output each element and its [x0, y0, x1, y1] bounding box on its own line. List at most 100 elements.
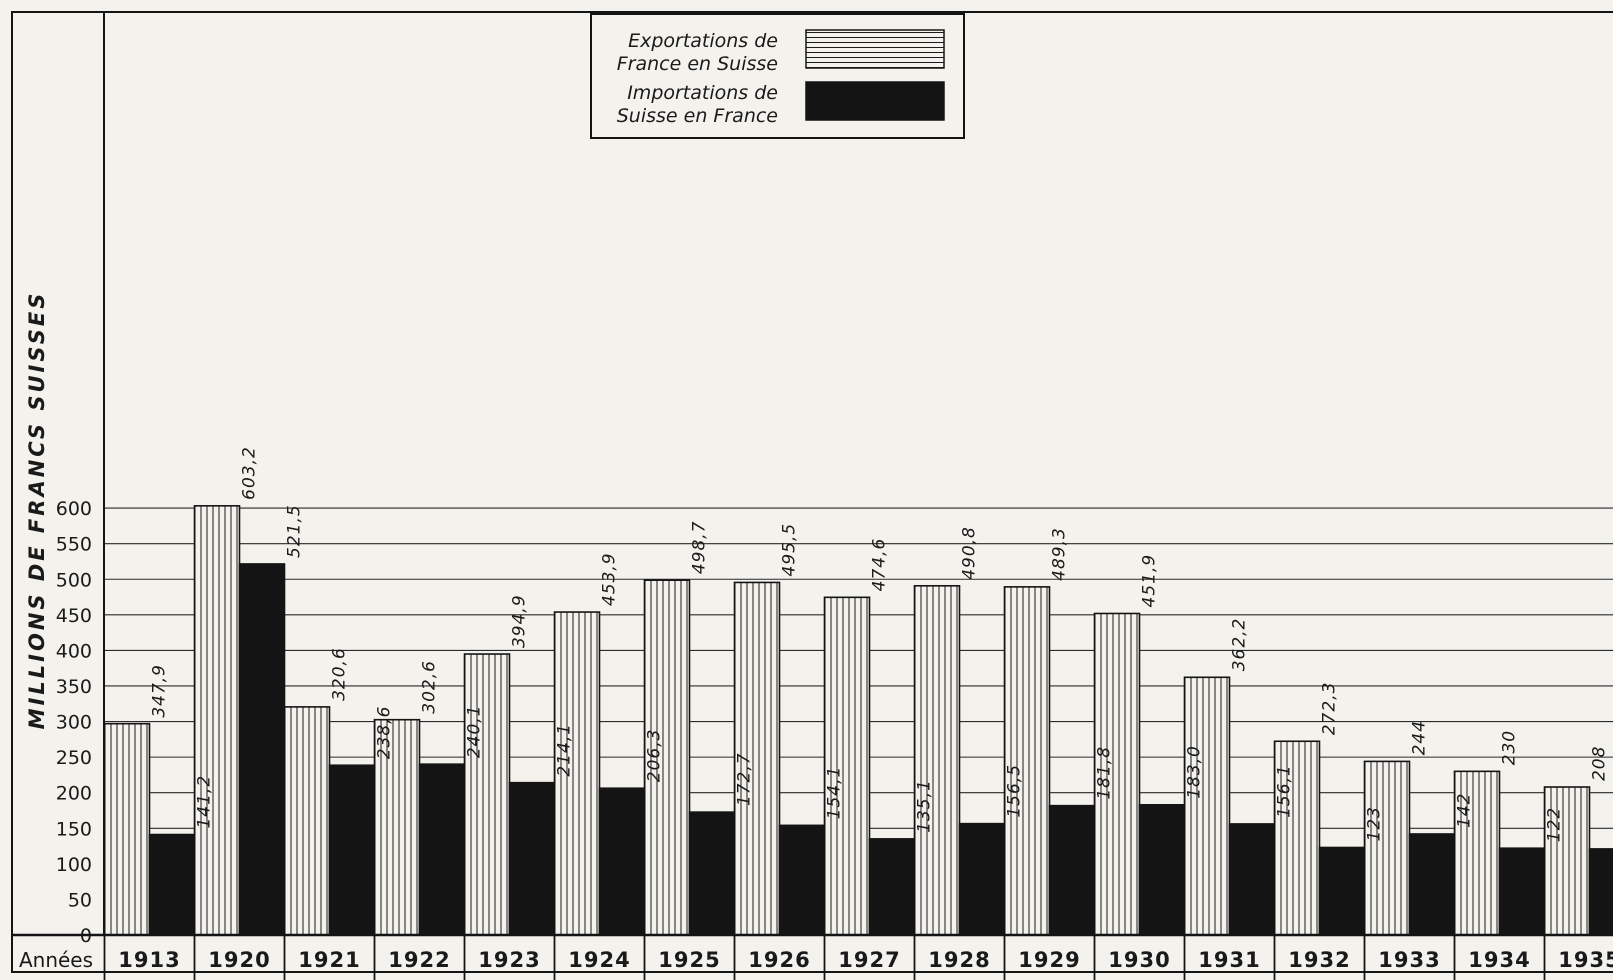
- data-label-import-1922: 240,1: [465, 704, 485, 758]
- axis-frame: [11, 11, 1613, 973]
- x-category-1927: 1927: [838, 948, 900, 972]
- x-category-1932: 1932: [1288, 948, 1350, 972]
- bar-import-1922: [418, 763, 466, 936]
- bar-import-1934: [1498, 847, 1546, 936]
- legend-import-line2: Suisse en France: [617, 105, 778, 127]
- data-label-import-1928: 156,5: [1005, 764, 1025, 818]
- data-label-export-1935: 208: [1590, 746, 1610, 781]
- bar-import-1920: [238, 563, 286, 936]
- y-tick-label: 250: [56, 747, 92, 769]
- bar-export-1931: [1183, 676, 1231, 936]
- bar-export-1935: [1543, 786, 1591, 936]
- data-label-import-1927: 135,1: [915, 779, 935, 833]
- data-label-import-1930: 183,0: [1185, 745, 1205, 799]
- legend-import-swatch: [805, 81, 945, 121]
- bar-export-1921: [283, 706, 331, 936]
- data-label-export-1925: 498,7: [690, 521, 710, 575]
- x-category-1920: 1920: [208, 948, 270, 972]
- data-label-import-1931: 156,1: [1275, 764, 1295, 818]
- data-label-export-1927: 474,6: [870, 538, 890, 592]
- bar-import-1930: [1138, 803, 1186, 936]
- y-tick-label: 600: [56, 498, 92, 520]
- bar-import-1927: [868, 838, 916, 936]
- data-label-export-1920: 603,2: [240, 446, 260, 500]
- data-label-import-1926: 154,1: [825, 766, 845, 820]
- x-category-1913: 1913: [118, 948, 180, 972]
- x-category-1934: 1934: [1468, 948, 1530, 972]
- x-category-1929: 1929: [1018, 948, 1080, 972]
- x-category-1926: 1926: [748, 948, 810, 972]
- y-axis-label: MILLIONS DE FRANCS SUISSES: [25, 291, 49, 730]
- bar-import-1929: [1048, 804, 1096, 936]
- data-label-export-1921: 320,6: [330, 647, 350, 701]
- x-category-1921: 1921: [298, 948, 360, 972]
- data-label-export-1913: 347,9: [150, 664, 170, 718]
- bar-export-1922: [373, 718, 421, 936]
- outer-border: [11, 11, 1613, 973]
- y-tick-label: 500: [56, 569, 92, 591]
- data-label-export-1924: 453,9: [600, 552, 620, 606]
- bar-import-1928: [958, 822, 1006, 936]
- bar-export-1930: [1093, 612, 1141, 936]
- x-category-1930: 1930: [1108, 948, 1170, 972]
- bar-import-1921: [328, 764, 376, 936]
- bars: [103, 505, 1613, 936]
- y-tick-label: 300: [56, 712, 92, 734]
- bar-import-1913: [148, 833, 196, 936]
- bar-import-1935: [1588, 848, 1613, 936]
- data-label-import-1924: 206,3: [645, 729, 665, 783]
- data-label-export-1933: 244: [1410, 720, 1430, 755]
- y-axis-ticks: 050100150200250300350400450500550600: [56, 498, 92, 947]
- data-label-import-1925: 172,7: [735, 752, 755, 806]
- bar-import-1926: [778, 824, 826, 936]
- data-label-import-1913: 141,2: [195, 775, 215, 829]
- data-label-export-1934: 230: [1500, 730, 1520, 765]
- bar-export-1932: [1273, 740, 1321, 936]
- bar-export-1923: [463, 653, 511, 936]
- data-label-export-1926: 495,5: [780, 523, 800, 577]
- legend-export-swatch: [805, 29, 945, 69]
- data-label-import-1920: 521,5: [285, 504, 305, 558]
- data-label-export-1922: 302,6: [420, 660, 440, 714]
- data-label-import-1921: 238,6: [375, 706, 395, 760]
- data-label-import-1929: 181,8: [1095, 746, 1115, 800]
- bar-export-1929: [1003, 586, 1051, 936]
- data-labels: 347,9 141,2 603,2 521,5 320,6 238,6 302,6 240,1…: [150, 446, 1610, 842]
- x-category-1925: 1925: [658, 948, 720, 972]
- data-label-import-1923: 214,1: [555, 723, 575, 777]
- legend: Exportations de France en Suisse Importa…: [590, 13, 965, 139]
- data-label-export-1928: 490,8: [960, 526, 980, 580]
- x-category-1935: 1935: [1558, 948, 1613, 972]
- data-label-export-1931: 362,2: [1230, 618, 1250, 672]
- bar-export-1927: [823, 596, 871, 936]
- bar-export-1920: [193, 505, 241, 936]
- data-label-export-1930: 451,9: [1140, 554, 1160, 608]
- bar-import-1923: [508, 781, 556, 936]
- bar-export-1924: [553, 611, 601, 936]
- legend-export-line2: France en Suisse: [617, 53, 778, 75]
- bar-import-1924: [598, 787, 646, 936]
- data-label-export-1929: 489,3: [1050, 527, 1070, 581]
- bar-import-1925: [688, 811, 736, 936]
- y-tick-label: 50: [68, 889, 92, 911]
- y-tick-label: 150: [56, 818, 92, 840]
- y-tick-label: 200: [56, 783, 92, 805]
- bar-export-1926: [733, 581, 781, 936]
- x-category-1924: 1924: [568, 948, 630, 972]
- x-category-1928: 1928: [928, 948, 990, 972]
- data-label-import-1934: 122: [1545, 807, 1565, 842]
- legend-import-line1: Importations de: [627, 82, 778, 104]
- x-category-1931: 1931: [1198, 948, 1260, 972]
- legend-export-line1: Exportations de: [628, 30, 778, 52]
- bar-import-1931: [1228, 823, 1276, 936]
- year-row-header: Années: [19, 948, 93, 972]
- bar-export-1925: [643, 579, 691, 936]
- bar-export-1933: [1363, 760, 1411, 936]
- x-category-1922: 1922: [388, 948, 450, 972]
- x-category-1933: 1933: [1378, 948, 1440, 972]
- x-axis-categories: 1913 1920 1921 1922 1923 1924 1925 1926 1927 1928…: [103, 935, 1613, 980]
- bar-import-1933: [1408, 833, 1456, 936]
- y-tick-label: 100: [56, 854, 92, 876]
- y-tick-label: 400: [56, 640, 92, 662]
